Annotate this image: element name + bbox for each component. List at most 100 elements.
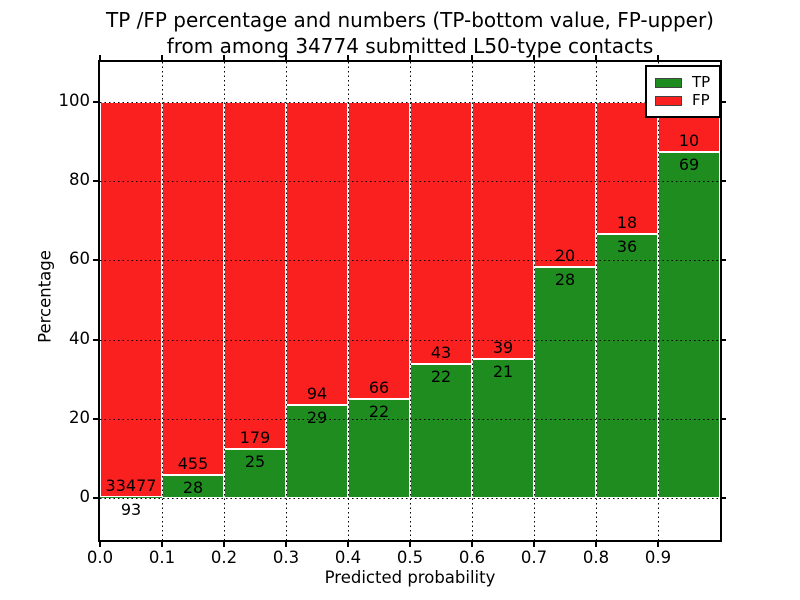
fp-count-label: 455 [177,454,209,474]
x-axis-tick-top [99,55,101,60]
x-axis-tick-top [471,55,473,60]
x-tick-label: 0.4 [334,548,362,567]
y-axis-tick-right [721,417,726,420]
tp-count-label: 25 [244,452,266,472]
x-axis-tick-top [533,55,535,60]
y-axis-tick [93,338,98,341]
x-axis-tick [99,542,101,547]
fp-count-label: 179 [239,428,271,448]
gridline-vertical [596,62,597,540]
bar-fp-segment [162,102,224,476]
y-tick-label: 80 [69,170,90,190]
chart-title-line1: TP /FP percentage and numbers (TP-bottom… [106,8,714,32]
bar-fp-segment [348,102,410,399]
bar-tp-segment [472,359,534,498]
gridline-vertical [534,62,535,540]
y-axis-tick [93,259,98,262]
x-tick-label: 0.6 [458,548,486,567]
tp-count-label: 29 [306,407,328,427]
tp-count-label: 93 [120,499,142,519]
tp-count-label: 28 [182,478,204,498]
x-axis-tick-top [223,55,225,60]
gridline-vertical [472,62,473,540]
chart-title: TP /FP percentage and numbers (TP-bottom… [10,7,800,59]
tp-count-label: 69 [678,155,700,175]
bar-fp-segment [100,102,162,497]
x-tick-label: 0.1 [148,548,176,567]
bar-tp-segment [100,496,162,498]
tp-count-label: 21 [492,362,514,382]
bar-tp-segment [286,404,348,498]
x-axis-tick [657,542,659,547]
y-axis-tick [93,417,98,420]
y-axis-tick-right [721,101,726,103]
plot-area: 33477 93 455 28 179 25 94 29 66 22 43 22 39 21 20 28 18 3… [59,55,726,567]
bar-tp-segment [224,449,286,498]
bar-tp-segment [534,267,596,498]
x-axis-tick-top [285,55,287,60]
bar-tp-segment [596,234,658,498]
x-tick-label: 0.7 [520,548,548,567]
x-tick-label: 0.9 [644,548,672,567]
x-axis-label: Predicted probability [324,568,496,587]
x-axis-tick-top [161,55,163,60]
y-tick-label: 60 [69,249,90,269]
bar-fp-segment [410,102,472,364]
bar-fp-segment [286,102,348,405]
bar-fp-segment [224,102,286,450]
x-axis-tick [471,542,473,547]
x-axis-tick [533,542,535,547]
x-tick-label: 0.2 [210,548,238,567]
legend-label: FP [692,91,710,109]
tp-count-label: 22 [430,366,452,386]
bar-tp-segment [658,152,720,498]
y-axis-label: Percentage [35,250,55,343]
x-axis-tick [161,542,163,547]
x-axis-tick-top [409,55,411,60]
y-axis-tick-right [721,497,726,499]
bar-fp-segment [472,102,534,360]
chart-title-line2: from among 34774 submitted L50-type cont… [166,34,654,58]
fp-count-label: 66 [368,378,390,397]
x-axis-tick [223,542,225,547]
x-axis-tick-top [347,55,349,60]
legend-swatch-tp [655,77,682,88]
bar-fp-segment [534,102,596,267]
x-axis-tick [409,542,411,547]
gridline-vertical [286,62,287,540]
x-tick-label: 0.5 [396,548,424,567]
gridline-vertical [348,62,349,540]
fp-count-label: 10 [678,131,700,151]
y-tick-label: 0 [79,487,91,506]
y-axis-tick [93,497,98,499]
tp-count-label: 22 [368,402,390,421]
y-tick-label: 40 [69,328,90,348]
fp-count-label: 43 [430,342,452,362]
legend-swatch-fp [655,95,682,106]
fp-count-label: 18 [616,213,638,232]
y-axis-tick-right [721,180,726,183]
y-axis-tick [93,101,98,103]
x-axis-tick [595,542,597,547]
legend: TP FP [645,65,722,118]
y-tick-label: 100 [58,91,91,110]
x-axis-tick [347,542,349,547]
fp-count-label: 94 [306,383,328,403]
x-axis-tick-top [657,55,659,60]
legend-label: TP [692,73,711,91]
legend-item-fp: FP [655,93,710,108]
gridline-vertical [658,62,659,540]
legend-item-tp: TP [655,75,710,90]
gridline-vertical [162,62,163,540]
y-axis-tick-right [721,259,726,262]
x-tick-label: 0.0 [86,548,114,567]
tp-count-label: 36 [616,237,638,256]
x-axis-tick [285,542,287,547]
y-axis-tick-right [721,338,726,341]
y-tick-label: 20 [69,407,90,427]
gridline-vertical [410,62,411,540]
fp-count-label: 39 [492,338,514,358]
fp-count-label: 33477 [105,475,157,495]
gridline-vertical [224,62,225,540]
